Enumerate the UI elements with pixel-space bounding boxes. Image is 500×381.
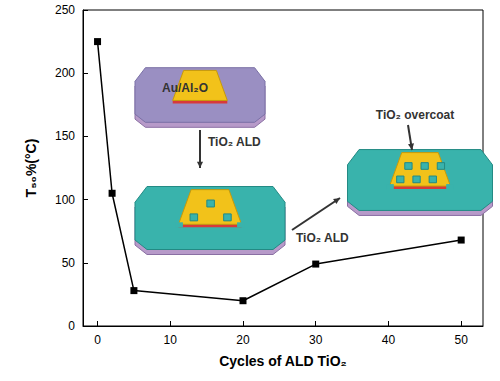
svg-text:50: 50 — [455, 333, 469, 347]
svg-text:TiO₂ ALD: TiO₂ ALD — [208, 135, 261, 149]
svg-text:100: 100 — [55, 193, 75, 207]
svg-text:0: 0 — [94, 333, 101, 347]
svg-text:20: 20 — [236, 333, 250, 347]
svg-text:30: 30 — [309, 333, 323, 347]
svg-text:250: 250 — [55, 3, 75, 17]
svg-text:T₅₀%(°C): T₅₀%(°C) — [23, 139, 39, 198]
svg-text:0: 0 — [68, 319, 75, 333]
svg-text:Au/Al₂O: Au/Al₂O — [162, 81, 208, 95]
svg-text:50: 50 — [62, 256, 76, 270]
svg-text:Cycles of ALD TiO₂: Cycles of ALD TiO₂ — [219, 353, 347, 369]
svg-text:40: 40 — [382, 333, 396, 347]
svg-text:150: 150 — [55, 129, 75, 143]
svg-text:200: 200 — [55, 66, 75, 80]
svg-text:TiO₂ ALD: TiO₂ ALD — [296, 231, 349, 245]
svg-text:TiO₂ overcoat: TiO₂ overcoat — [376, 108, 454, 122]
svg-text:10: 10 — [164, 333, 178, 347]
